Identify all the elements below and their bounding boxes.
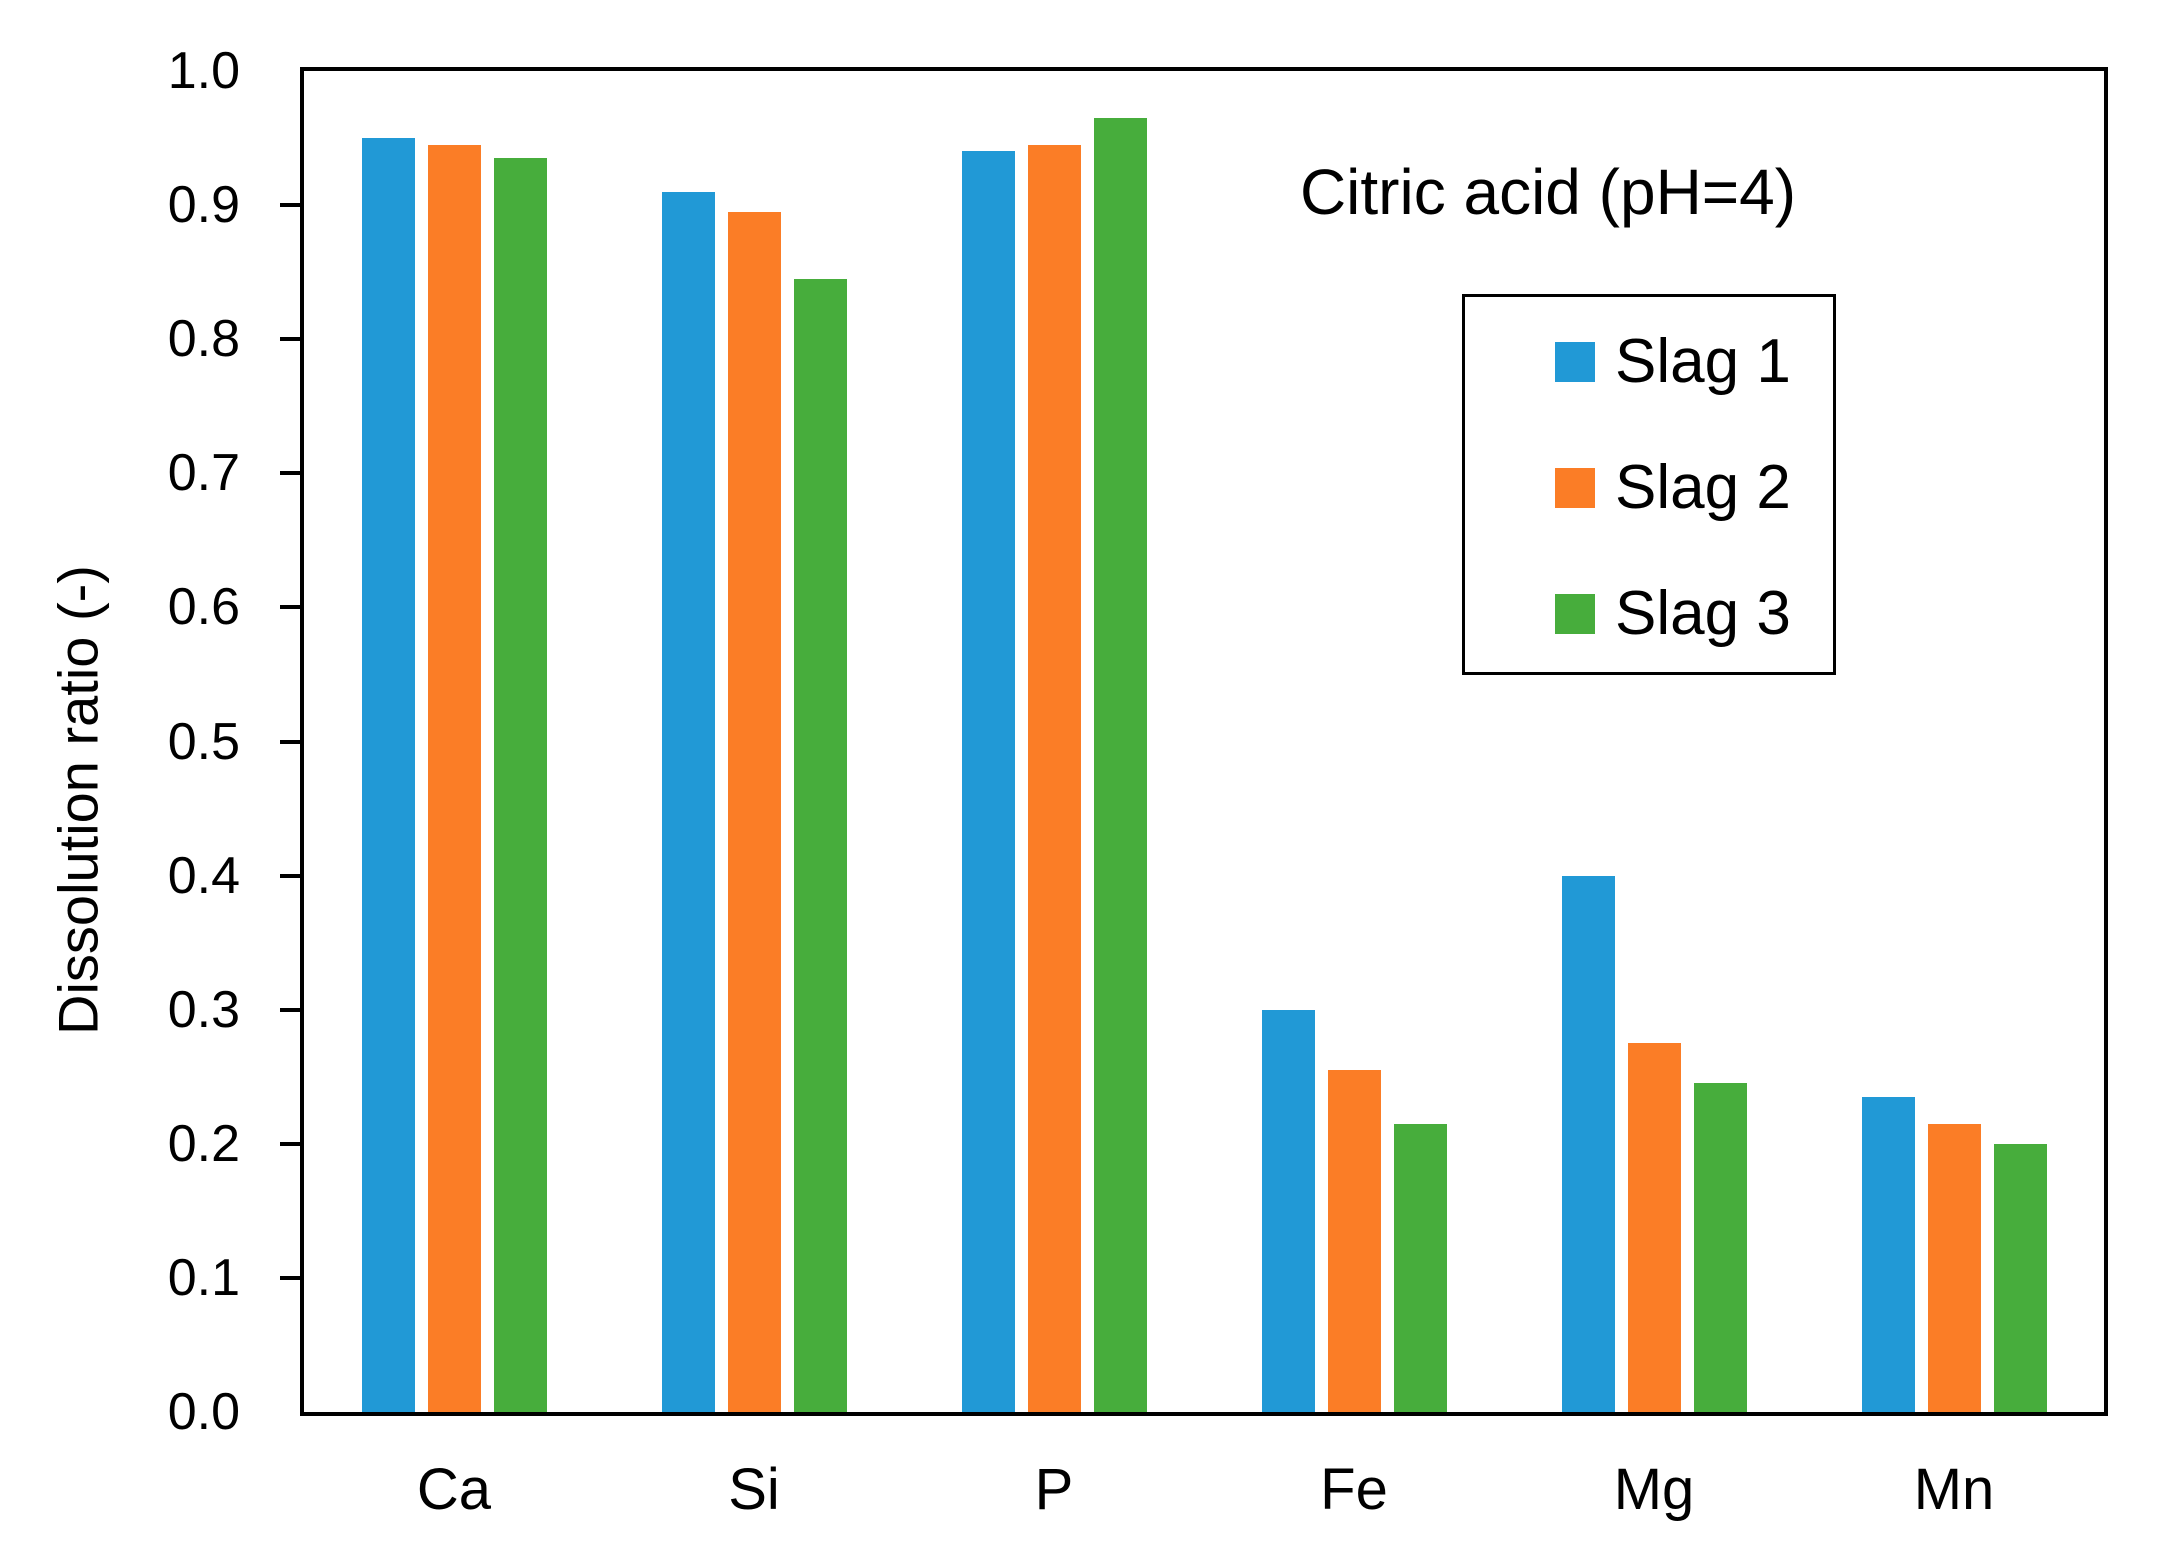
x-axis-category-label: Mg (1613, 1457, 1695, 1522)
y-axis-tick-label: 0.8 (167, 310, 240, 369)
bar-slag2-fe (1327, 1070, 1381, 1412)
y-axis-tick-label: 0.6 (167, 578, 240, 637)
bar-slag1-ca (361, 138, 415, 1412)
bar-slag1-p (961, 151, 1015, 1412)
y-axis-tick-label: 0.1 (167, 1248, 240, 1307)
legend-entry: Slag 3 (1555, 579, 1791, 648)
y-axis-tick-label: 0.9 (167, 176, 240, 235)
bar-slag3-fe (1393, 1123, 1447, 1412)
bar-slag3-p (1093, 117, 1147, 1412)
y-axis-tick (280, 605, 304, 610)
y-axis-tick (280, 471, 304, 476)
y-axis-tick (280, 739, 304, 744)
y-axis-tick (280, 1007, 304, 1012)
y-axis-tick (280, 1141, 304, 1146)
legend-label: Slag 2 (1615, 453, 1791, 522)
legend-entry: Slag 1 (1555, 327, 1791, 396)
bar-slag1-mn (1861, 1096, 1915, 1412)
legend-swatch-icon (1555, 594, 1595, 634)
bar-slag1-fe (1261, 1009, 1315, 1412)
y-axis-tick-label: 0.7 (167, 444, 240, 503)
bar-slag2-p (1027, 144, 1081, 1412)
legend-label: Slag 1 (1615, 327, 1791, 396)
legend-entry: Slag 2 (1555, 453, 1791, 522)
bar-slag2-si (727, 211, 781, 1412)
y-axis-tick-label: 0.0 (167, 1383, 240, 1441)
bar-slag1-mg (1561, 875, 1615, 1412)
x-axis-category-label: P (1034, 1457, 1074, 1522)
bar-slag2-mn (1927, 1123, 1981, 1412)
y-axis-tick-label: 0.4 (167, 846, 240, 905)
y-axis-tick (280, 873, 304, 878)
plot-area (300, 67, 2108, 1416)
y-axis-title: Dissolution ratio (-) (46, 565, 110, 1035)
y-axis-tick-label: 0.3 (167, 980, 240, 1039)
y-axis-tick-label: 0.2 (167, 1114, 240, 1173)
x-axis-category-label: Si (728, 1457, 780, 1522)
bar-slag3-si (793, 278, 847, 1412)
x-axis-category-label: Mn (1913, 1457, 1995, 1522)
bar-slag3-mn (1993, 1143, 2047, 1412)
y-axis-tick (280, 203, 304, 208)
y-axis-tick-label: 1.0 (167, 42, 240, 100)
bar-slag3-ca (493, 158, 547, 1412)
legend: Slag 1 Slag 2 Slag 3 (1462, 294, 1836, 675)
bar-slag2-mg (1627, 1043, 1681, 1412)
legend-swatch-icon (1555, 468, 1595, 508)
chart-annotation: Citric acid (pH=4) (1299, 156, 1797, 228)
x-axis-category-label: Fe (1320, 1457, 1388, 1522)
y-axis-tick-label: 0.5 (167, 712, 240, 771)
bar-slag1-si (661, 191, 715, 1412)
y-axis-tick (280, 337, 304, 342)
legend-label: Slag 3 (1615, 579, 1791, 648)
legend-swatch-icon (1555, 342, 1595, 382)
bar-slag2-ca (427, 144, 481, 1412)
bar-slag3-mg (1693, 1083, 1747, 1412)
x-axis-category-label: Ca (416, 1457, 492, 1522)
y-axis-tick (280, 1275, 304, 1280)
